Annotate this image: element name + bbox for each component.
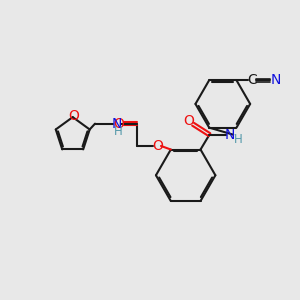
Text: O: O bbox=[184, 114, 194, 128]
Text: H: H bbox=[113, 125, 122, 139]
Text: N: N bbox=[224, 128, 235, 142]
Text: O: O bbox=[152, 139, 163, 153]
Text: N: N bbox=[112, 117, 122, 131]
Text: H: H bbox=[234, 133, 242, 146]
Text: C: C bbox=[247, 73, 257, 87]
Text: O: O bbox=[68, 109, 79, 123]
Text: N: N bbox=[271, 73, 281, 87]
Text: O: O bbox=[113, 117, 124, 131]
